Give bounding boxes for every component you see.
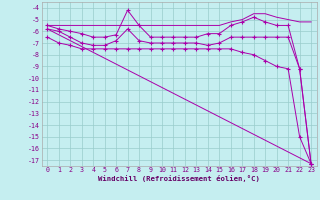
X-axis label: Windchill (Refroidissement éolien,°C): Windchill (Refroidissement éolien,°C) — [98, 175, 260, 182]
